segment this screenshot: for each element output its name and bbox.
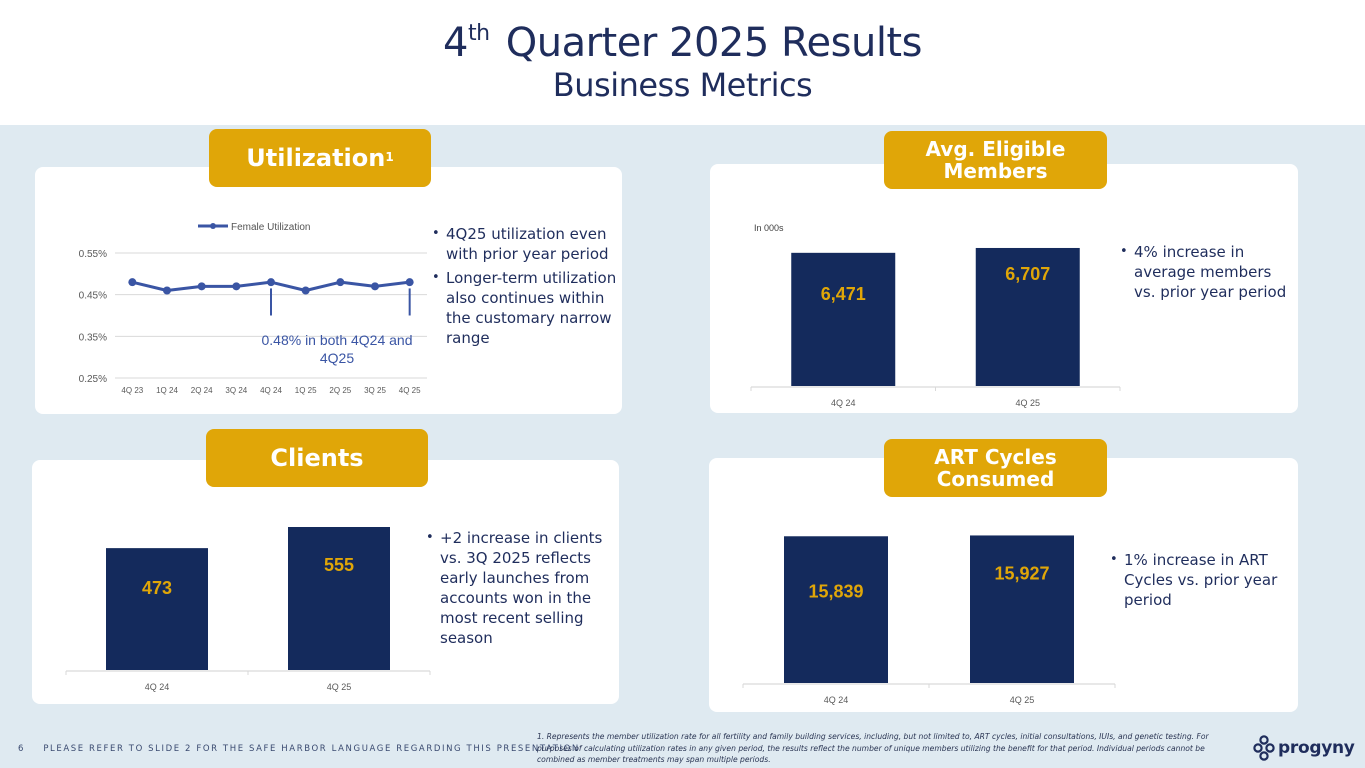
x-tick-label: 2Q 24 [191, 386, 213, 395]
data-point [405, 278, 414, 287]
bar [975, 247, 1080, 386]
slide-header: 4th Quarter 2025 Results Business Metric… [0, 0, 1365, 125]
x-tick-label: 1Q 24 [156, 386, 178, 395]
bar-data-label: 6,707 [1005, 264, 1050, 284]
art-bullets: 1% increase in ART Cycles vs. prior year… [1110, 550, 1295, 614]
clients-badge: Clients [206, 429, 428, 487]
utilization-badge-label: Utilization [246, 143, 386, 172]
y-tick-label: 0.45% [79, 291, 107, 302]
bar [970, 535, 1074, 683]
members-badge-line2: Members [943, 159, 1048, 183]
bar-data-label: 15,839 [808, 581, 863, 601]
y-axis-unit-label: In 000s [754, 223, 784, 233]
x-tick-label: 4Q 25 [399, 386, 421, 395]
data-point [371, 282, 379, 291]
clients-bar-chart: 473 4Q 24 555 4Q 25 [65, 527, 431, 692]
y-tick-label: 0.55% [79, 249, 107, 260]
bar [784, 536, 888, 683]
progyny-knot-icon [1253, 735, 1275, 761]
data-point [301, 286, 310, 295]
art-badge-line2: Consumed [936, 467, 1055, 491]
bullet-item: 4Q25 utilization even with prior year pe… [432, 224, 622, 264]
x-tick-label: 4Q 24 [260, 386, 282, 395]
x-tick-label: 3Q 24 [225, 386, 247, 395]
x-tick-label: 1Q 25 [295, 386, 317, 395]
footnote-marker: 1 [385, 150, 394, 165]
progyny-logo: progyny [1253, 735, 1355, 761]
bullet-item: +2 increase in clients vs. 3Q 2025 refle… [426, 528, 616, 648]
page-subtitle: Business Metrics [552, 66, 813, 104]
footer-disclaimer: 6 PLEASE REFER TO SLIDE 2 FOR THE SAFE H… [18, 744, 580, 754]
legend-label: Female Utilization [231, 222, 310, 233]
art-bar-chart: 15,839 4Q 24 15,927 4Q 25 [742, 535, 1116, 705]
annotation-text-line2: 4Q25 [320, 350, 354, 366]
bar-data-label: 555 [324, 555, 354, 575]
members-badge: Avg. Eligible Members [884, 131, 1107, 189]
clients-bullets: +2 increase in clients vs. 3Q 2025 refle… [426, 528, 616, 652]
data-point [163, 286, 171, 295]
clients-badge-label: Clients [270, 443, 364, 472]
page-title: 4th Quarter 2025 Results [0, 20, 1365, 66]
data-point [128, 278, 137, 287]
y-tick-label: 0.25% [79, 374, 107, 385]
art-badge-line1: ART Cycles [934, 445, 1057, 469]
utilization-bullets: 4Q25 utilization even with prior year pe… [432, 224, 622, 352]
bullet-item: Longer-term utilization also continues w… [432, 268, 622, 348]
footnote: 1. Represents the member utilization rat… [537, 732, 1209, 764]
members-bar-chart: In 000s 6,471 4Q 24 6,707 4Q 25 [750, 223, 1121, 408]
x-tick-label: 4Q 23 [121, 386, 143, 395]
x-tick-label: 4Q 25 [1015, 398, 1040, 408]
bar-data-label: 6,471 [821, 284, 866, 304]
x-tick-label: 4Q 24 [831, 398, 856, 408]
bullet-item: 4% increase in average members vs. prior… [1120, 242, 1295, 302]
utilization-line-chart: Female Utilization 0.25% 0.35% 0.45% 0.55% 4Q… [79, 222, 427, 395]
data-point [336, 278, 345, 287]
x-tick-label: 3Q 25 [364, 386, 386, 395]
data-point [197, 282, 206, 291]
x-tick-label: 4Q 25 [1010, 695, 1035, 705]
bar [288, 527, 390, 670]
annotation-text-line1: 0.48% in both 4Q24 and [261, 332, 412, 348]
data-point [232, 282, 241, 291]
legend-marker-icon [210, 223, 216, 229]
members-bullets: 4% increase in average members vs. prior… [1120, 242, 1295, 306]
title-prefix: 4 [443, 20, 468, 66]
safe-harbor-note: PLEASE REFER TO SLIDE 2 FOR THE SAFE HAR… [43, 744, 580, 754]
utilization-badge: Utilization 1 [209, 129, 431, 187]
bar [791, 252, 896, 386]
x-tick-label: 4Q 25 [327, 682, 352, 692]
bar [106, 548, 208, 670]
logo-text: progyny [1278, 738, 1355, 758]
page-number: 6 [18, 744, 26, 754]
art-badge: ART Cycles Consumed [884, 439, 1107, 497]
x-tick-label: 2Q 25 [329, 386, 351, 395]
bullet-item: 1% increase in ART Cycles vs. prior year… [1110, 550, 1295, 610]
data-point [267, 278, 275, 287]
y-tick-label: 0.35% [79, 332, 107, 343]
title-superscript: th [467, 21, 490, 46]
bar-data-label: 473 [142, 578, 172, 598]
members-badge-line1: Avg. Eligible [925, 137, 1066, 161]
title-text: Quarter 2025 Results [505, 20, 923, 66]
x-tick-label: 4Q 24 [145, 682, 170, 692]
bar-data-label: 15,927 [994, 563, 1049, 583]
x-tick-label: 4Q 24 [824, 695, 849, 705]
